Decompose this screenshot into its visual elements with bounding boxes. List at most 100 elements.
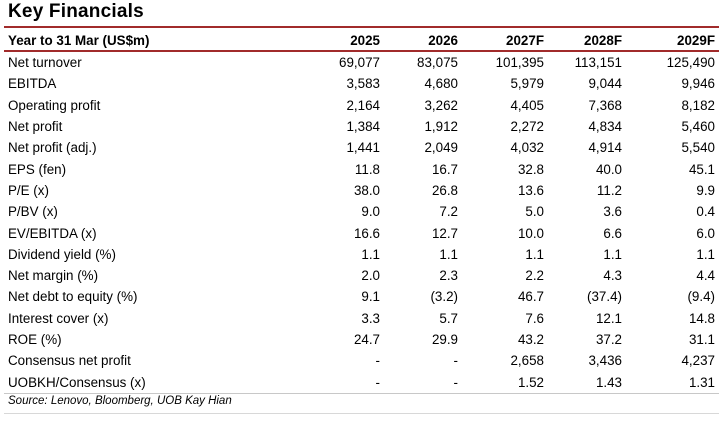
cell-value: 3,262 bbox=[424, 97, 458, 113]
cell-value: 125,490 bbox=[666, 55, 715, 71]
cell-value: 5.0 bbox=[525, 204, 544, 220]
row-label: Net profit (adj.) bbox=[8, 140, 97, 156]
header-year: 2029F bbox=[626, 30, 719, 52]
cell-value: 1.52 bbox=[462, 371, 548, 394]
header-year: 2027F bbox=[462, 30, 548, 52]
cell-value: 3.6 bbox=[603, 204, 622, 220]
cell-value: 26.8 bbox=[431, 182, 458, 198]
cell-value: 1.1 bbox=[696, 246, 715, 262]
table-row: ROE (%) 24.7 29.9 43.2 37.2 31.1 bbox=[4, 329, 719, 350]
cell-value: 2.3 bbox=[439, 268, 458, 284]
cell-value: 12.7 bbox=[431, 225, 458, 241]
cell-value: 4,237 bbox=[681, 353, 715, 369]
cell-value: - bbox=[384, 371, 462, 394]
cell-value: 9,946 bbox=[681, 76, 715, 92]
cell-value: 5,540 bbox=[681, 140, 715, 156]
cell-value: 46.7 bbox=[517, 289, 544, 305]
cell-value: 1.1 bbox=[361, 246, 380, 262]
cell-value: 5,460 bbox=[681, 119, 715, 135]
cell-value: 7.6 bbox=[525, 310, 544, 326]
cell-value: 0.4 bbox=[696, 204, 715, 220]
cell-value: 12.1 bbox=[595, 310, 622, 326]
row-label: UOBKH/Consensus (x) bbox=[4, 371, 259, 394]
table-row: Net profit 1,384 1,912 2,272 4,834 5,460 bbox=[4, 116, 719, 137]
cell-value: 9.9 bbox=[696, 182, 715, 198]
cell-value: 5,979 bbox=[510, 76, 544, 92]
header-year: 2028F bbox=[548, 30, 626, 52]
cell-value: 3.3 bbox=[361, 310, 380, 326]
cell-value: 11.2 bbox=[596, 182, 622, 198]
cell-value: 4,680 bbox=[424, 76, 458, 92]
cell-value: 4,914 bbox=[588, 140, 622, 156]
cell-value: 6.0 bbox=[696, 225, 715, 241]
row-label: P/BV (x) bbox=[8, 204, 58, 220]
table-row: Consensus net profit - - 2,658 3,436 4,237 bbox=[4, 350, 719, 371]
cell-value: 1,441 bbox=[346, 140, 380, 156]
cell-value: 37.2 bbox=[595, 332, 622, 347]
cell-value: 24.7 bbox=[353, 332, 380, 347]
table-row: Net turnover 69,077 83,075 101,395 113,151 12… bbox=[4, 51, 719, 73]
row-label: Interest cover (x) bbox=[8, 310, 109, 326]
cell-value: 4,834 bbox=[588, 119, 622, 135]
cell-value: 6.6 bbox=[603, 225, 622, 241]
cell-value: 16.7 bbox=[431, 161, 458, 177]
row-label: P/E (x) bbox=[8, 182, 49, 198]
key-financials-table: Year to 31 Mar (US$m) 2025 2026 2027F 20… bbox=[4, 30, 719, 394]
row-label: Dividend yield (%) bbox=[8, 246, 116, 262]
title-divider bbox=[4, 26, 719, 28]
cell-value: 1,912 bbox=[424, 119, 458, 135]
cell-value: (9.4) bbox=[687, 289, 715, 305]
cell-value: 4.3 bbox=[603, 268, 622, 284]
table-row: Interest cover (x) 3.3 5.7 7.6 12.1 14.8 bbox=[4, 308, 719, 329]
cell-value: 1.1 bbox=[439, 246, 458, 262]
row-label: EV/EBITDA (x) bbox=[8, 225, 97, 241]
cell-value: 69,077 bbox=[339, 55, 380, 71]
cell-value: 9,044 bbox=[588, 76, 622, 92]
table-row: Net margin (%) 2.0 2.3 2.2 4.3 4.4 bbox=[4, 265, 719, 286]
cell-value: 7,368 bbox=[588, 97, 622, 113]
cell-value: 31.1 bbox=[688, 332, 715, 347]
header-year: 2025 bbox=[259, 30, 384, 52]
row-label: ROE (%) bbox=[8, 332, 62, 347]
cell-value: 4,405 bbox=[510, 97, 544, 113]
table-row: EBITDA 3,583 4,680 5,979 9,044 9,946 bbox=[4, 73, 719, 94]
row-label: Operating profit bbox=[8, 97, 101, 113]
cell-value: 2,658 bbox=[510, 353, 544, 369]
cell-value: 3,436 bbox=[588, 353, 622, 369]
cell-value: 101,395 bbox=[495, 55, 544, 71]
table-row: Net debt to equity (%) 9.1 (3.2) 46.7 (37.4)… bbox=[4, 286, 719, 307]
cell-value: 4,032 bbox=[510, 140, 544, 156]
cell-value: 2.0 bbox=[361, 268, 380, 284]
row-label: Net margin (%) bbox=[8, 268, 99, 284]
cell-value: 5.7 bbox=[439, 310, 458, 326]
row-label: Net debt to equity (%) bbox=[8, 289, 138, 305]
cell-value: (3.2) bbox=[430, 289, 458, 305]
cell-value: - bbox=[375, 353, 380, 369]
row-label: EBITDA bbox=[8, 76, 57, 92]
cell-value: 16.6 bbox=[353, 225, 380, 241]
cell-value: 45.1 bbox=[688, 161, 715, 177]
cell-value: 2,164 bbox=[346, 97, 380, 113]
cell-value: 1.31 bbox=[626, 371, 719, 394]
cell-value: 4.4 bbox=[696, 268, 715, 284]
cell-value: 2,272 bbox=[510, 119, 544, 135]
cell-value: 11.8 bbox=[354, 161, 380, 177]
cell-value: 8,182 bbox=[681, 97, 715, 113]
cell-value: 38.0 bbox=[353, 182, 380, 198]
table-row: EV/EBITDA (x) 16.6 12.7 10.0 6.6 6.0 bbox=[4, 222, 719, 243]
table-row: P/E (x) 38.0 26.8 13.6 11.2 9.9 bbox=[4, 180, 719, 201]
cell-value: 40.0 bbox=[595, 161, 622, 177]
cell-value: 10.0 bbox=[517, 225, 544, 241]
bottom-divider bbox=[4, 413, 719, 414]
cell-value: - bbox=[259, 371, 384, 394]
source-note: Source: Lenovo, Bloomberg, UOB Kay Hian bbox=[8, 395, 232, 407]
cell-value: 1.43 bbox=[548, 371, 626, 394]
cell-value: 1,384 bbox=[346, 119, 380, 135]
row-label: Consensus net profit bbox=[8, 353, 131, 369]
cell-value: (37.4) bbox=[587, 289, 622, 305]
table-row: UOBKH/Consensus (x) - -1.52 1.43 1.31 bbox=[4, 371, 719, 394]
row-label: EPS (fen) bbox=[8, 161, 67, 177]
row-label: Net profit bbox=[8, 119, 63, 135]
cell-value: 32.8 bbox=[517, 161, 544, 177]
row-label: Net turnover bbox=[8, 55, 82, 71]
